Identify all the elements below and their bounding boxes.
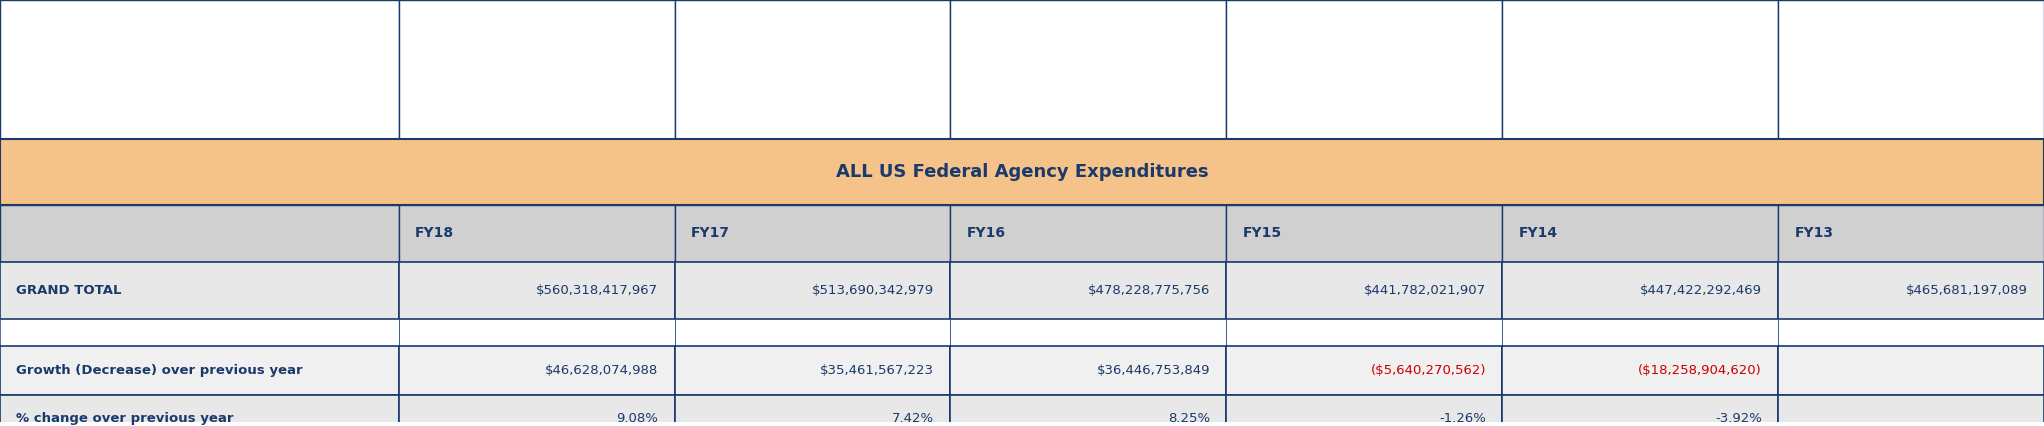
- Text: $560,318,417,967: $560,318,417,967: [536, 284, 658, 296]
- FancyBboxPatch shape: [1226, 394, 1502, 426]
- FancyBboxPatch shape: [399, 346, 675, 394]
- FancyBboxPatch shape: [1778, 394, 2044, 426]
- FancyBboxPatch shape: [675, 346, 950, 394]
- Text: 9.08%: 9.08%: [617, 412, 658, 425]
- FancyBboxPatch shape: [950, 204, 1226, 262]
- FancyBboxPatch shape: [1226, 0, 1502, 139]
- FancyBboxPatch shape: [675, 319, 950, 346]
- FancyBboxPatch shape: [399, 262, 675, 319]
- FancyBboxPatch shape: [399, 319, 675, 346]
- Text: -3.92%: -3.92%: [1715, 412, 1762, 425]
- Text: GRAND TOTAL: GRAND TOTAL: [16, 284, 123, 296]
- FancyBboxPatch shape: [950, 394, 1226, 426]
- FancyBboxPatch shape: [0, 139, 2044, 204]
- FancyBboxPatch shape: [950, 262, 1226, 319]
- FancyBboxPatch shape: [675, 204, 950, 262]
- FancyBboxPatch shape: [950, 0, 1226, 139]
- FancyBboxPatch shape: [1778, 262, 2044, 319]
- FancyBboxPatch shape: [0, 0, 399, 139]
- FancyBboxPatch shape: [399, 394, 675, 426]
- FancyBboxPatch shape: [0, 262, 399, 319]
- FancyBboxPatch shape: [675, 394, 950, 426]
- Text: $46,628,074,988: $46,628,074,988: [546, 364, 658, 377]
- Text: FY14: FY14: [1519, 226, 1558, 240]
- FancyBboxPatch shape: [0, 346, 399, 394]
- FancyBboxPatch shape: [1502, 394, 1778, 426]
- FancyBboxPatch shape: [1778, 204, 2044, 262]
- Text: FY15: FY15: [1243, 226, 1282, 240]
- Text: ALL US Federal Agency Expenditures: ALL US Federal Agency Expenditures: [836, 163, 1208, 181]
- Text: $35,461,567,223: $35,461,567,223: [820, 364, 934, 377]
- FancyBboxPatch shape: [1502, 262, 1778, 319]
- FancyBboxPatch shape: [1226, 262, 1502, 319]
- FancyBboxPatch shape: [1502, 319, 1778, 346]
- FancyBboxPatch shape: [0, 204, 399, 262]
- Text: $441,782,021,907: $441,782,021,907: [1363, 284, 1486, 296]
- FancyBboxPatch shape: [675, 262, 950, 319]
- Text: FY16: FY16: [967, 226, 1006, 240]
- Text: FY13: FY13: [1795, 226, 1833, 240]
- FancyBboxPatch shape: [1502, 346, 1778, 394]
- FancyBboxPatch shape: [1778, 346, 2044, 394]
- FancyBboxPatch shape: [1502, 204, 1778, 262]
- Text: 7.42%: 7.42%: [891, 412, 934, 425]
- Text: ($18,258,904,620): ($18,258,904,620): [1637, 364, 1762, 377]
- FancyBboxPatch shape: [1226, 319, 1502, 346]
- FancyBboxPatch shape: [1778, 319, 2044, 346]
- Text: ($5,640,270,562): ($5,640,270,562): [1369, 364, 1486, 377]
- FancyBboxPatch shape: [0, 319, 399, 346]
- FancyBboxPatch shape: [1778, 0, 2044, 139]
- FancyBboxPatch shape: [399, 0, 675, 139]
- FancyBboxPatch shape: [950, 346, 1226, 394]
- FancyBboxPatch shape: [675, 0, 950, 139]
- Text: % change over previous year: % change over previous year: [16, 412, 233, 425]
- FancyBboxPatch shape: [950, 319, 1226, 346]
- FancyBboxPatch shape: [1226, 346, 1502, 394]
- FancyBboxPatch shape: [1226, 204, 1502, 262]
- FancyBboxPatch shape: [399, 204, 675, 262]
- Text: -1.26%: -1.26%: [1439, 412, 1486, 425]
- Text: FY17: FY17: [691, 226, 730, 240]
- Text: $36,446,753,849: $36,446,753,849: [1096, 364, 1210, 377]
- Text: FY18: FY18: [415, 226, 454, 240]
- Text: $465,681,197,089: $465,681,197,089: [1905, 284, 2028, 296]
- FancyBboxPatch shape: [1502, 0, 1778, 139]
- FancyBboxPatch shape: [0, 394, 399, 426]
- Text: $478,228,775,756: $478,228,775,756: [1087, 284, 1210, 296]
- Text: $447,422,292,469: $447,422,292,469: [1639, 284, 1762, 296]
- Text: Growth (Decrease) over previous year: Growth (Decrease) over previous year: [16, 364, 303, 377]
- Text: 8.25%: 8.25%: [1167, 412, 1210, 425]
- Text: $513,690,342,979: $513,690,342,979: [811, 284, 934, 296]
